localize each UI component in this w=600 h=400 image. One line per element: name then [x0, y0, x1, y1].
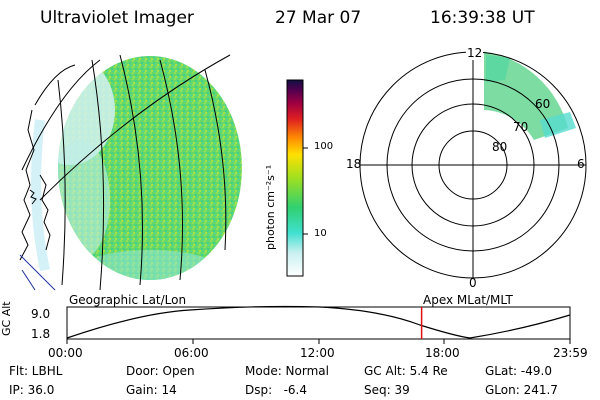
info-glon: GLon: 241.7	[485, 383, 558, 397]
coastline	[19, 109, 51, 261]
x-tick-0600: 06:00	[174, 346, 209, 360]
mlt-label-0: 0	[469, 276, 477, 290]
x-tick-2359: 23:59	[553, 346, 588, 360]
mlt-label-6: 6	[577, 157, 585, 171]
x-tick-1800: 18:00	[425, 346, 460, 360]
altitude-curve	[66, 305, 571, 339]
colorbar	[286, 79, 308, 277]
mlt-label-18: 18	[346, 157, 362, 171]
info-door: Door: Open	[126, 364, 195, 378]
colorbar-tick-100: 100	[314, 141, 334, 152]
lat-label-80: 80	[492, 140, 508, 154]
polar-plot	[359, 51, 587, 279]
earth-disk-image	[31, 56, 242, 280]
coastline-blue	[19, 254, 56, 291]
instrument-title: Ultraviolet Imager	[40, 8, 194, 28]
colorbar-unit-label: photon cm⁻²s⁻¹	[264, 164, 277, 250]
observation-time: 16:39:38 UT	[430, 8, 535, 28]
observation-date: 27 Mar 07	[275, 8, 362, 28]
x-tick-1200: 12:00	[300, 346, 335, 360]
colorbar-tick-10: 10	[314, 228, 327, 239]
info-dsp: Dsp: -6.4	[245, 383, 308, 397]
y-tick-1-8: 1.8	[31, 327, 51, 341]
mlt-label-12: 12	[466, 46, 484, 60]
info-filter: Flt: LBHL	[9, 364, 63, 378]
info-ip: IP: 36.0	[9, 383, 55, 397]
info-seq: Seq: 39	[364, 383, 410, 397]
info-mode: Mode: Normal	[245, 364, 329, 378]
apex-label: Apex MLat/MLT	[423, 293, 513, 307]
info-gain: Gain: 14	[126, 383, 177, 397]
y-tick-9: 9.0	[31, 307, 51, 321]
geographic-grid	[21, 54, 231, 291]
lat-label-60: 60	[535, 97, 551, 111]
info-gc-alt: GC Alt: 5.4 Re	[364, 364, 448, 378]
lat-label-70: 70	[513, 120, 529, 134]
geographic-label: Geographic Lat/Lon	[69, 293, 187, 307]
altitude-panel	[66, 305, 571, 344]
gc-alt-axis-label: GC Alt	[0, 301, 13, 336]
x-tick-0000: 00:00	[48, 346, 83, 360]
info-glat: GLat: -49.0	[485, 364, 552, 378]
